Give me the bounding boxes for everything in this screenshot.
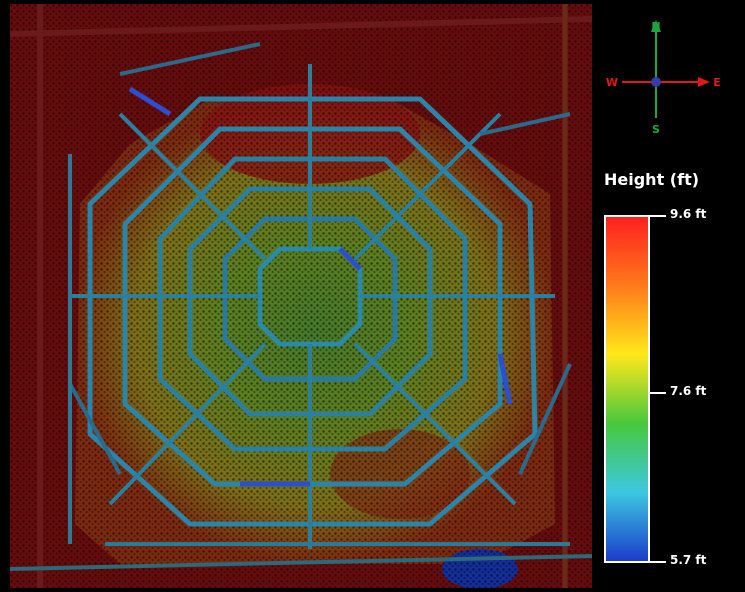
legend-tick-label: 5.7 ft <box>670 553 707 567</box>
map-sidebar: N S W E Height (ft) 9.6 ft 7.6 ft 5.7 ft <box>592 0 745 592</box>
legend-tick-label: 7.6 ft <box>670 384 707 399</box>
legend-tick-mark <box>650 561 666 563</box>
compass-east-label: E <box>713 76 721 89</box>
low-road-segments <box>128 86 513 487</box>
legend-title: Height (ft) <box>604 170 700 189</box>
compass-south-label: S <box>652 123 660 136</box>
legend-tick-mark <box>650 215 666 217</box>
legend-tick-label: 9.6 ft <box>670 207 707 221</box>
compass-rose: N S W E <box>606 20 721 136</box>
compass-center-icon <box>651 77 661 87</box>
compass-north-label: N <box>651 20 660 33</box>
north-arrow-icon <box>651 20 661 32</box>
legend-color-scale <box>604 215 650 563</box>
map-canvas <box>10 4 592 588</box>
compass-west-label: W <box>606 76 618 89</box>
legend-tick-mark <box>650 392 666 395</box>
road-network <box>10 4 592 588</box>
east-arrow-icon <box>698 77 710 87</box>
lidar-height-map <box>10 4 592 588</box>
